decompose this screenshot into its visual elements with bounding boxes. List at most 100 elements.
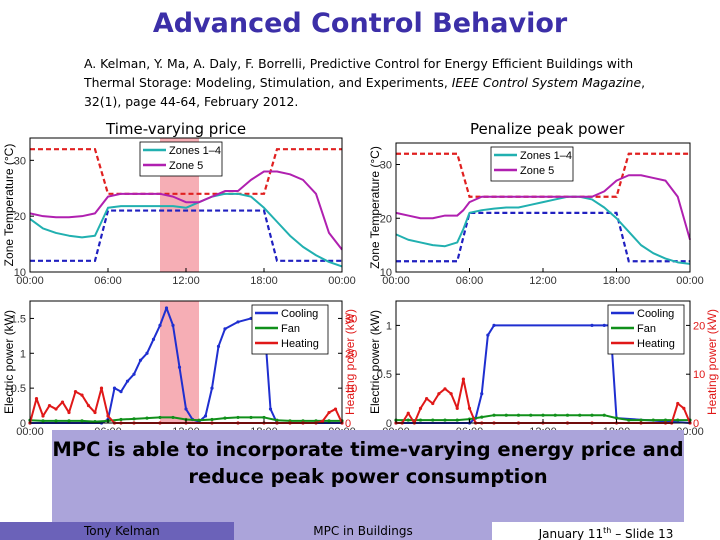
series-point [145, 351, 149, 355]
series-point [480, 392, 484, 396]
series-point [651, 418, 655, 422]
series-point [467, 406, 472, 410]
series-point [125, 379, 130, 383]
y-tick-label: 20 [380, 213, 392, 225]
y-axis-label: Electric power (kW) [2, 310, 16, 414]
series-point [41, 419, 45, 423]
legend-label: Zone 5 [169, 160, 203, 172]
series-point [590, 413, 594, 417]
y-tick-label: 0.5 [377, 369, 392, 381]
y-right-tick-label: 10 [345, 383, 357, 395]
series-line-zone-5 [29, 170, 343, 251]
series-point [529, 413, 533, 417]
series-point [578, 413, 582, 417]
series-point [590, 323, 594, 327]
series-point [443, 418, 447, 422]
series-point [455, 406, 459, 410]
series-point [406, 411, 410, 415]
x-tick-label: 06:00 [456, 275, 484, 287]
series-point [602, 323, 606, 327]
series-point [138, 358, 143, 362]
panel-right-title: Penalize peak power [470, 120, 625, 138]
series-point [236, 415, 240, 420]
series-point [119, 417, 123, 422]
series-point [112, 386, 117, 390]
y-right-tick-label: 20 [345, 348, 357, 360]
y-tick-label: 1 [20, 348, 26, 360]
series-point [171, 323, 175, 327]
series-point [164, 306, 169, 310]
citation: A. Kelman, Y. Ma, A. Daly, F. Borrelli, … [84, 54, 684, 111]
series-point [461, 377, 465, 381]
legend-label: Heating [281, 338, 319, 350]
series-point [262, 415, 266, 420]
y-right-axis-label: Heating power (kW) [343, 309, 357, 415]
legend-label: Cooling [281, 308, 318, 320]
series-point [614, 416, 619, 420]
x-tick-label: 06:00 [94, 275, 122, 287]
series-point [449, 392, 453, 396]
conclusion-text: MPC is able to incorporate time-varying … [52, 436, 684, 490]
series-point [639, 418, 643, 422]
legend-box [490, 146, 574, 182]
series-point [553, 413, 557, 417]
y-right-tick-label: 0 [345, 418, 351, 430]
series-point [418, 418, 423, 422]
series-point [93, 420, 97, 424]
series-point [492, 413, 496, 417]
series-point [60, 400, 65, 404]
series-point [223, 416, 227, 420]
y-axis-label: Electric power (kW) [368, 310, 382, 414]
series-point [676, 401, 680, 406]
y-right-tick-label: 0 [693, 418, 699, 430]
series-point [158, 323, 162, 327]
y-tick-label: 0.5 [11, 383, 26, 395]
y-right-tick-label: 30 [345, 313, 357, 325]
x-tick-label: 00:00 [16, 275, 44, 287]
series-point [249, 415, 253, 420]
y-axis-label: Zone Temperature (°C) [2, 144, 16, 267]
y-right-tick-label: 10 [693, 369, 705, 381]
series-point [223, 327, 227, 331]
footer-date-sup: th [603, 526, 612, 535]
citation-details: , 32(1), page 44-64, February 2012. [84, 75, 646, 109]
series-point [93, 410, 97, 415]
series-point [216, 344, 221, 348]
citation-journal: IEEE Control System Magazine [451, 75, 642, 90]
footer-date-main: January 11 [538, 527, 604, 540]
y-tick-label: 10 [380, 267, 392, 279]
series-point [47, 403, 52, 408]
series-point [236, 320, 240, 324]
series-point [333, 407, 338, 411]
series-point [486, 333, 490, 337]
series-point [106, 414, 110, 418]
x-tick-label: 00:00 [382, 275, 410, 287]
y-tick-label: 1 [386, 320, 392, 332]
series-point [67, 410, 71, 415]
series-point [41, 414, 45, 418]
series-point [197, 418, 201, 422]
series-point [177, 365, 182, 369]
series-point [210, 386, 214, 390]
legend-label: Zones 1–4 [169, 145, 221, 157]
series-point [151, 337, 156, 341]
series-point [158, 415, 162, 420]
chart-left-power: 00:0006:0012:0018:0000:0000.511.50102030… [2, 300, 357, 435]
series-point [425, 397, 429, 401]
footer-topic: MPC in Buildings [234, 522, 492, 540]
series-point [663, 418, 668, 422]
legend-box [139, 141, 223, 177]
series-point [565, 413, 570, 417]
panel-left-title: Time-varying price [106, 120, 247, 138]
series-point [275, 418, 279, 422]
y-tick-label: 0 [20, 418, 26, 430]
series-point [504, 413, 508, 417]
lower-bound-line [30, 209, 342, 262]
legend-label: Zone 5 [520, 165, 554, 177]
x-tick-label: 18:00 [603, 275, 631, 287]
y-tick-label: 30 [14, 155, 26, 167]
series-point [418, 406, 423, 410]
series-point [443, 387, 447, 391]
series-line-zones-1-4 [29, 192, 343, 268]
